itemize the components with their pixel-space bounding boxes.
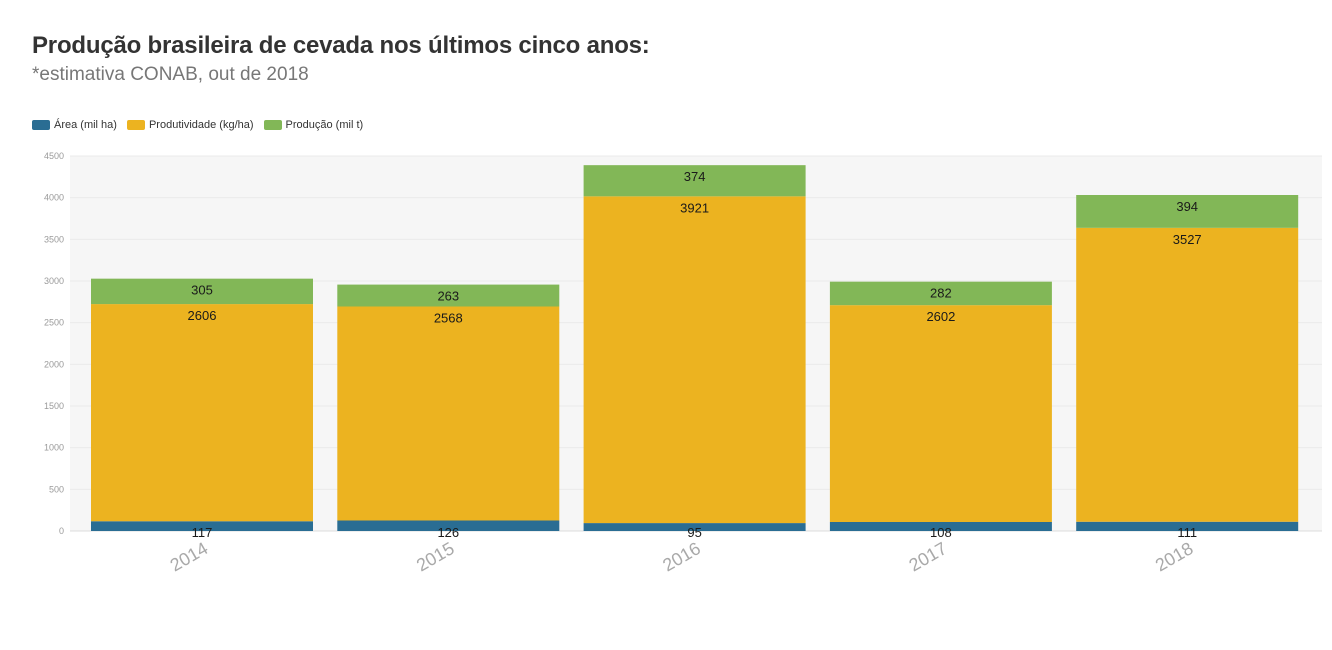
- data-label: 394: [1176, 199, 1198, 214]
- bar-segment[interactable]: [583, 196, 806, 524]
- bar-segment[interactable]: [829, 522, 1052, 531]
- y-tick-label: 4500: [44, 151, 64, 161]
- y-tick-label: 2500: [44, 318, 64, 328]
- data-label: 2606: [188, 308, 217, 323]
- bar-segment[interactable]: [829, 305, 1052, 522]
- legend-swatch-producao: [263, 120, 282, 130]
- bar-segment[interactable]: [91, 521, 313, 531]
- chart-title: Produção brasileira de cevada nos último…: [32, 32, 650, 59]
- legend: Área (mil ha) Produtividade (kg/ha) Prod…: [32, 119, 373, 131]
- data-label: 282: [930, 286, 952, 301]
- bar-segment[interactable]: [337, 520, 560, 532]
- data-label: 95: [687, 525, 701, 540]
- chart-subtitle: *estimativa CONAB, out de 2018: [32, 64, 309, 85]
- data-label: 263: [437, 289, 459, 304]
- y-tick-label: 3500: [44, 234, 64, 244]
- data-label: 305: [191, 283, 213, 298]
- bar-segment[interactable]: [91, 304, 313, 522]
- x-tick-label: 2018: [1152, 538, 1197, 575]
- legend-item-producao[interactable]: Produção (mil t): [263, 119, 364, 131]
- x-tick-label: 2016: [659, 538, 704, 575]
- data-label: 111: [1177, 525, 1197, 540]
- y-tick-label: 0: [59, 526, 64, 536]
- y-tick-label: 500: [49, 484, 64, 494]
- data-label: 374: [684, 169, 706, 184]
- data-label: 3527: [1173, 232, 1202, 247]
- legend-label-producao: Produção (mil t): [285, 119, 364, 131]
- y-tick-label: 1000: [44, 443, 64, 453]
- x-tick-label: 2017: [906, 538, 951, 575]
- data-label: 3921: [680, 200, 709, 215]
- data-label: 108: [930, 525, 952, 540]
- legend-item-produtividade[interactable]: Produtividade (kg/ha): [126, 119, 254, 131]
- bar-segment[interactable]: [1076, 195, 1299, 228]
- data-label: 117: [192, 525, 213, 540]
- bar-segment[interactable]: [91, 278, 313, 305]
- bar-segment[interactable]: [1076, 521, 1299, 531]
- bar-segment[interactable]: [337, 306, 560, 521]
- bar-segment[interactable]: [583, 523, 806, 531]
- data-label: 2602: [926, 309, 955, 324]
- bar-segment[interactable]: [1076, 227, 1299, 522]
- y-tick-label: 1500: [44, 401, 64, 411]
- bar-segment[interactable]: [583, 165, 806, 197]
- data-label: 2568: [434, 311, 463, 326]
- y-tick-label: 2000: [44, 359, 64, 369]
- bar-segment[interactable]: [337, 284, 560, 307]
- data-label: 126: [437, 525, 459, 540]
- legend-label-area: Área (mil ha): [54, 119, 117, 131]
- y-tick-label: 4000: [44, 193, 64, 203]
- legend-label-produtividade: Produtividade (kg/ha): [148, 119, 254, 131]
- y-tick-label: 3000: [44, 276, 64, 286]
- bar-segment[interactable]: [829, 281, 1052, 306]
- x-tick-label: 2014: [167, 538, 212, 575]
- legend-swatch-produtividade: [126, 120, 145, 130]
- legend-swatch-area: [32, 120, 50, 130]
- legend-item-area[interactable]: Área (mil ha): [32, 119, 117, 131]
- x-tick-label: 2015: [413, 538, 458, 575]
